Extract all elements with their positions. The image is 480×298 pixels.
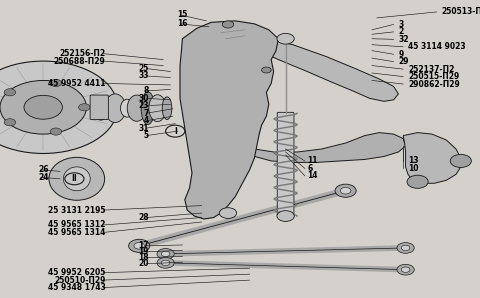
Text: 14: 14 [307,171,318,180]
Text: 8: 8 [144,86,149,95]
Circle shape [277,33,294,44]
Circle shape [407,175,428,188]
Circle shape [262,67,271,73]
Text: 10: 10 [408,164,419,173]
Circle shape [397,243,414,253]
Circle shape [401,267,410,272]
Text: 45 9348 1743: 45 9348 1743 [48,283,106,292]
Text: 20: 20 [138,259,149,268]
Text: 28: 28 [138,213,149,222]
Circle shape [4,89,16,96]
Circle shape [50,128,61,135]
Circle shape [134,243,144,249]
Text: 32: 32 [398,35,409,44]
Circle shape [397,264,414,275]
Circle shape [401,245,410,251]
Text: 5: 5 [144,131,149,140]
Ellipse shape [105,94,126,122]
Text: 19: 19 [138,247,149,256]
Ellipse shape [120,99,134,117]
Ellipse shape [49,157,105,200]
Polygon shape [254,133,406,162]
Circle shape [335,184,356,197]
Text: 30: 30 [138,94,149,103]
Circle shape [157,257,174,268]
Text: 11: 11 [307,156,318,165]
Ellipse shape [162,97,172,119]
Circle shape [24,95,62,119]
Circle shape [4,119,16,126]
Text: I: I [174,127,177,136]
Circle shape [222,21,234,28]
Text: 25: 25 [138,64,149,73]
Circle shape [450,154,471,167]
Text: 31: 31 [138,124,149,133]
Circle shape [50,79,61,86]
Text: 45 3114 9023: 45 3114 9023 [408,42,466,51]
Ellipse shape [127,95,146,121]
Text: 45 9952 4411: 45 9952 4411 [48,79,106,88]
Text: 3: 3 [398,20,404,29]
Text: 252137-П2: 252137-П2 [408,65,455,74]
Ellipse shape [63,167,90,191]
Text: 290862-П29: 290862-П29 [408,80,460,89]
Text: 250688-П29: 250688-П29 [54,57,106,66]
Polygon shape [259,37,398,101]
Text: 6: 6 [307,164,312,173]
Text: 16: 16 [178,19,188,28]
Text: 13: 13 [408,156,419,165]
Text: 252156-П2: 252156-П2 [60,49,106,58]
Circle shape [0,61,118,153]
Circle shape [0,80,86,134]
Text: 7: 7 [144,109,149,118]
Text: 4: 4 [144,116,149,125]
Ellipse shape [149,95,166,122]
Text: 2: 2 [398,27,404,36]
Text: 25 3131 2195: 25 3131 2195 [48,206,106,215]
Polygon shape [180,21,278,219]
Text: 250515-П29: 250515-П29 [408,72,459,81]
Circle shape [219,208,237,218]
Circle shape [340,187,351,194]
Circle shape [161,251,170,257]
Text: 250510-П29: 250510-П29 [54,276,106,285]
FancyBboxPatch shape [277,112,294,217]
FancyBboxPatch shape [90,95,108,119]
Polygon shape [403,133,461,183]
Text: 45 9952 6205: 45 9952 6205 [48,268,106,277]
Ellipse shape [141,92,155,125]
Text: II: II [72,174,77,183]
Circle shape [129,239,150,252]
Circle shape [277,211,294,221]
Text: 45 9565 1314: 45 9565 1314 [48,228,106,237]
Text: 9: 9 [398,50,404,59]
Text: 18: 18 [138,253,149,262]
Text: 29: 29 [398,57,409,66]
Text: 23: 23 [138,101,149,110]
Circle shape [161,260,170,266]
Circle shape [79,104,90,111]
Text: 33: 33 [138,72,149,80]
Text: 17: 17 [138,241,149,250]
Text: 250513-П29: 250513-П29 [442,7,480,16]
Ellipse shape [92,96,109,120]
Text: 15: 15 [178,10,188,19]
Text: 26: 26 [38,165,49,174]
Text: 24: 24 [38,173,49,182]
Circle shape [157,249,174,259]
Text: 45 9565 1312: 45 9565 1312 [48,221,106,229]
